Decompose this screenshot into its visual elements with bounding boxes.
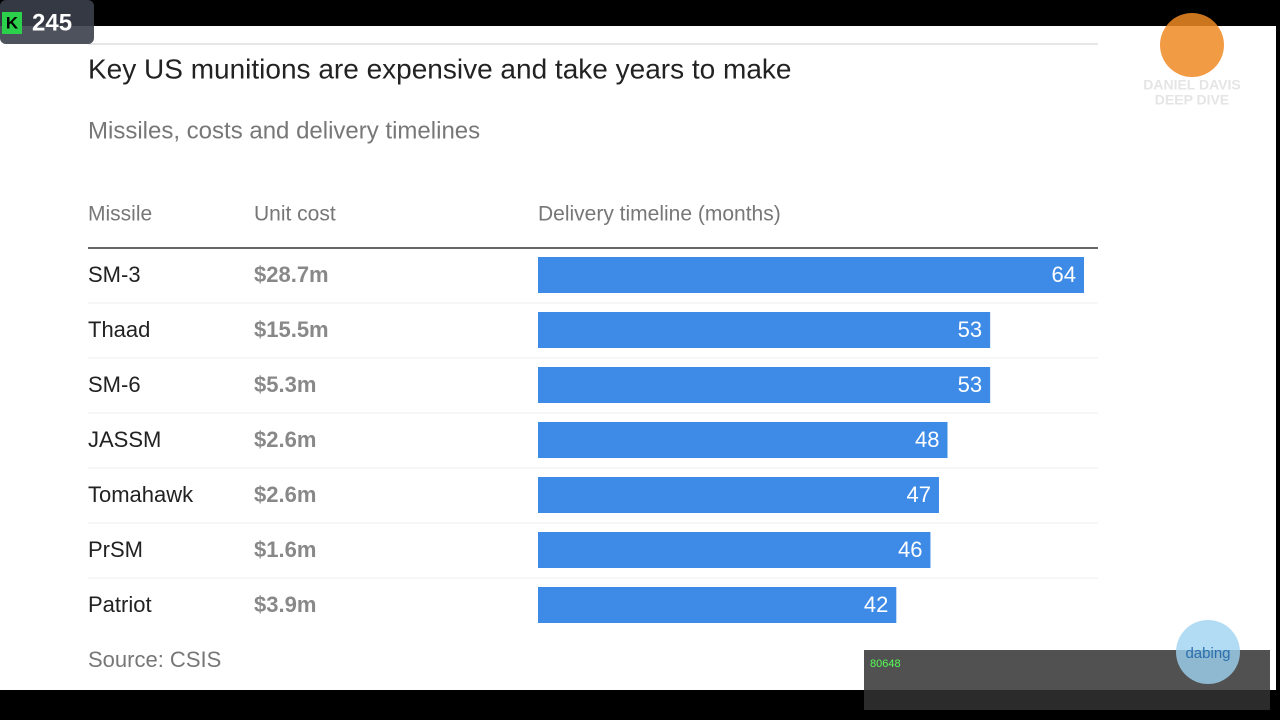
badge-count: 245 [32,9,72,36]
value-label: 46 [898,537,922,562]
value-label: 48 [915,427,939,452]
bar [538,587,897,623]
unit-cost: $5.3m [254,372,316,397]
unit-cost: $1.6m [254,537,316,562]
value-label: 64 [1052,262,1076,287]
watermark-text: DEEP DIVE [1155,92,1229,108]
watermark-text: DANIEL DAVIS [1143,77,1241,93]
unit-cost: $28.7m [254,262,329,287]
badge [0,0,94,44]
bar [538,367,991,403]
bar [538,422,948,458]
column-header: Unit cost [254,203,336,226]
unit-cost: $2.6m [254,427,316,452]
unit-cost: $3.9m [254,592,316,617]
row-label: PrSM [88,537,143,562]
column-header: Missile [88,203,152,226]
column-header: Delivery timeline (months) [538,203,781,226]
corner-text: dabing [1185,645,1230,662]
badge-logo [2,12,22,34]
row-label: Tomahawk [88,482,194,507]
row-label: Patriot [88,592,152,617]
unit-cost: $2.6m [254,482,316,507]
chart-subtitle: Missiles, costs and delivery timelines [88,117,480,144]
bar [538,257,1084,293]
value-label: 53 [958,317,982,342]
bar [538,477,939,513]
row-label: JASSM [88,427,161,452]
watermark-logo [1160,13,1224,77]
value-label: 53 [958,372,982,397]
row-label: SM-6 [88,372,141,397]
chart-title: Key US munitions are expensive and take … [88,53,791,84]
table-rows: SM-3 $28.7m 64 Thaad $15.5m 53 SM-6 $5.3m 53 JASS… [88,257,1098,623]
badge-logo-letter: K [6,13,19,32]
corner-logo [1176,620,1240,684]
value-label: 42 [864,592,888,617]
unit-cost: $15.5m [254,317,329,342]
bar [538,532,931,568]
row-label: SM-3 [88,262,141,287]
value-label: 47 [906,482,930,507]
source-note: Source: CSIS [88,647,221,672]
viewer-count: 80648 [870,658,901,670]
row-label: Thaad [88,317,150,342]
bar [538,312,991,348]
